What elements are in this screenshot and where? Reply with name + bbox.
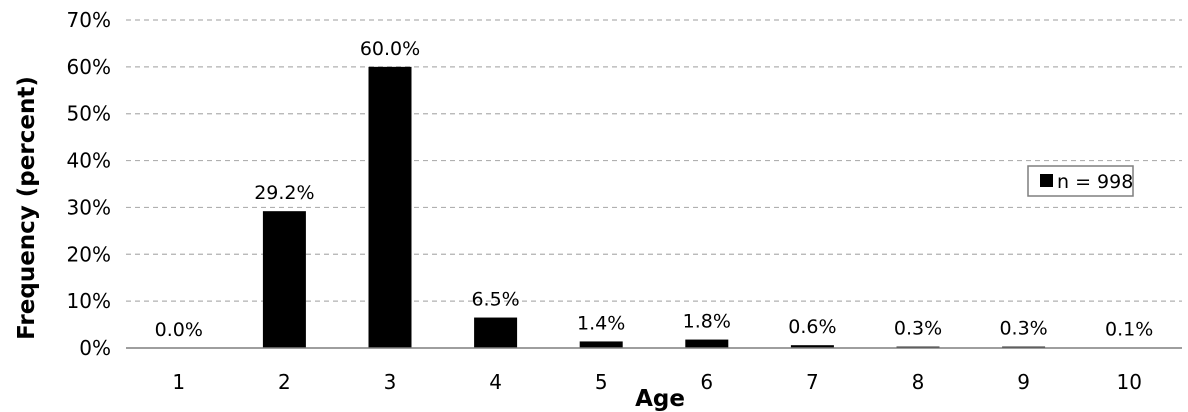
- y-tick-label: 10%: [67, 289, 111, 313]
- y-tick-label: 60%: [67, 55, 111, 79]
- data-labels: 0.0% 29.2% 60.0% 6.5% 1.4% 1.8% 0.6% 0.3% 0.3% 0.…: [155, 38, 1154, 341]
- x-tick-label: 4: [489, 370, 502, 394]
- data-label: 1.4%: [577, 312, 625, 334]
- y-tick-label: 70%: [67, 8, 111, 32]
- data-label: 60.0%: [360, 38, 420, 60]
- bar: [685, 339, 729, 348]
- data-label: 0.6%: [788, 316, 836, 338]
- bar: [368, 66, 412, 348]
- x-tick-label: 9: [1017, 370, 1030, 394]
- x-tick-label: 5: [595, 370, 608, 394]
- y-tick-label: 0%: [79, 336, 111, 360]
- data-label: 0.3%: [999, 318, 1047, 340]
- y-tick-label: 20%: [67, 242, 111, 266]
- data-label: 1.8%: [683, 311, 731, 333]
- x-axis-ticks: 1 2 3 4 5 6 7 8 9 10: [172, 370, 1141, 394]
- y-axis-ticks: 0% 10% 20% 30% 40% 50% 60% 70%: [67, 8, 111, 360]
- bar: [262, 211, 306, 348]
- bar: [790, 345, 834, 348]
- legend-label: n = 998: [1057, 171, 1133, 193]
- data-label: 0.3%: [894, 318, 942, 340]
- data-label: 0.1%: [1105, 319, 1153, 341]
- x-tick-label: 8: [912, 370, 925, 394]
- x-tick-label: 10: [1116, 370, 1141, 394]
- bar: [579, 341, 623, 348]
- bar: [474, 317, 518, 348]
- data-label: 6.5%: [471, 289, 519, 311]
- x-tick-label: 6: [700, 370, 713, 394]
- x-axis-title: Age: [635, 386, 685, 412]
- legend: n = 998: [1027, 165, 1134, 197]
- y-tick-label: 30%: [67, 195, 111, 219]
- y-axis-title: Frequency (percent): [14, 76, 40, 340]
- data-label: 29.2%: [254, 182, 314, 204]
- x-tick-label: 1: [172, 370, 185, 394]
- x-tick-label: 2: [278, 370, 291, 394]
- y-tick-label: 50%: [67, 102, 111, 126]
- x-tick-label: 3: [384, 370, 397, 394]
- y-tick-label: 40%: [67, 149, 111, 173]
- legend-swatch: [1040, 174, 1053, 187]
- data-label: 0.0%: [155, 319, 203, 341]
- x-tick-label: 7: [806, 370, 819, 394]
